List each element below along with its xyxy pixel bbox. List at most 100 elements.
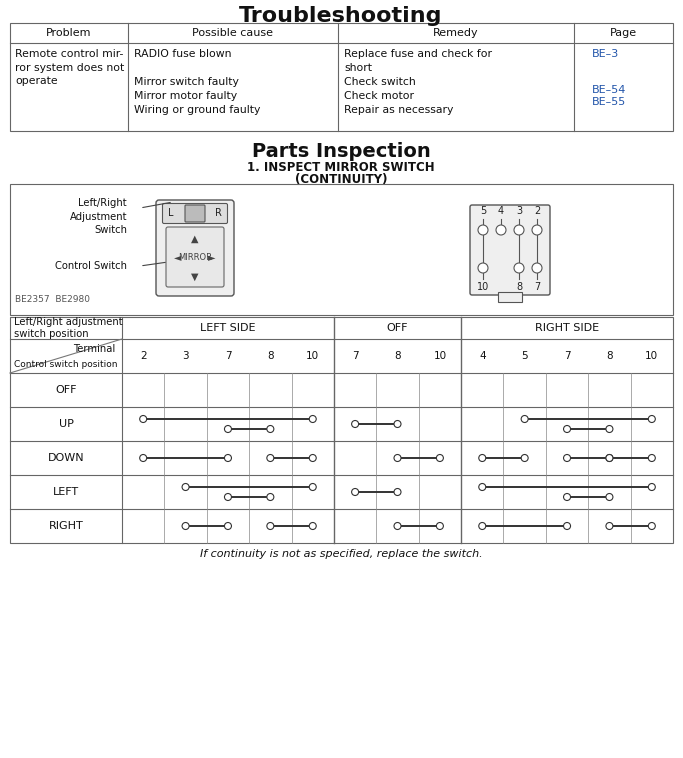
Text: 10: 10 <box>477 282 489 292</box>
Text: 5: 5 <box>480 206 486 216</box>
Circle shape <box>309 522 316 530</box>
Text: BE–55: BE–55 <box>592 97 626 107</box>
Circle shape <box>309 484 316 490</box>
Text: DOWN: DOWN <box>48 453 84 463</box>
Circle shape <box>394 455 401 462</box>
Text: Possible cause: Possible cause <box>193 28 273 38</box>
Text: (CONTINUITY): (CONTINUITY) <box>295 173 387 186</box>
Circle shape <box>648 484 655 490</box>
Text: 8: 8 <box>516 282 522 292</box>
Text: Left/Right
Adjustment
Switch: Left/Right Adjustment Switch <box>70 198 127 235</box>
Circle shape <box>521 455 528 462</box>
FancyBboxPatch shape <box>470 205 550 295</box>
Text: 3: 3 <box>516 206 522 216</box>
Text: Remote control mir-
ror system does not
operate: Remote control mir- ror system does not … <box>15 49 124 86</box>
FancyBboxPatch shape <box>166 227 224 287</box>
Text: 8: 8 <box>267 351 274 361</box>
Circle shape <box>394 421 401 428</box>
Circle shape <box>479 522 486 530</box>
Circle shape <box>606 455 613 462</box>
Circle shape <box>182 522 189 530</box>
Circle shape <box>521 415 528 422</box>
Text: 8: 8 <box>394 351 401 361</box>
Text: 10: 10 <box>433 351 447 361</box>
Text: Parts Inspection: Parts Inspection <box>251 142 430 161</box>
Text: Left/Right adjustment
switch position: Left/Right adjustment switch position <box>14 317 123 340</box>
Circle shape <box>140 455 147 462</box>
Text: ▲: ▲ <box>191 234 199 244</box>
Text: 7: 7 <box>352 351 359 361</box>
Circle shape <box>606 455 613 462</box>
Text: L: L <box>168 208 173 218</box>
Circle shape <box>563 493 570 500</box>
Text: UP: UP <box>59 419 74 429</box>
Text: 10: 10 <box>306 351 319 361</box>
Text: R: R <box>215 208 222 218</box>
Text: 8: 8 <box>606 351 613 361</box>
Circle shape <box>648 455 655 462</box>
Circle shape <box>479 484 486 490</box>
Circle shape <box>436 522 443 530</box>
Circle shape <box>478 263 488 273</box>
Circle shape <box>478 225 488 235</box>
Text: 3: 3 <box>182 351 189 361</box>
Circle shape <box>563 455 570 462</box>
Text: 2: 2 <box>534 206 540 216</box>
Circle shape <box>267 522 274 530</box>
Bar <box>10 23 673 131</box>
Text: ►: ► <box>208 252 216 262</box>
Text: 7: 7 <box>563 351 570 361</box>
Text: Remedy: Remedy <box>433 28 479 38</box>
Text: BE2357  BE2980: BE2357 BE2980 <box>15 295 90 304</box>
Circle shape <box>563 522 570 530</box>
Text: OFF: OFF <box>387 323 408 333</box>
Circle shape <box>267 455 274 462</box>
Circle shape <box>394 488 401 496</box>
Text: 4: 4 <box>479 351 486 361</box>
Bar <box>10 184 673 315</box>
Circle shape <box>225 522 232 530</box>
Text: ◄: ◄ <box>174 252 182 262</box>
Circle shape <box>648 522 655 530</box>
Text: 1. INSPECT MIRROR SWITCH: 1. INSPECT MIRROR SWITCH <box>247 161 435 174</box>
Circle shape <box>267 425 274 433</box>
Text: ▼: ▼ <box>191 272 199 282</box>
FancyBboxPatch shape <box>163 203 227 224</box>
Text: 4: 4 <box>498 206 504 216</box>
Text: 5: 5 <box>521 351 528 361</box>
Text: 7: 7 <box>534 282 540 292</box>
Text: Troubleshooting: Troubleshooting <box>239 6 443 26</box>
Circle shape <box>225 493 232 500</box>
Circle shape <box>309 415 316 422</box>
Text: Page: Page <box>610 28 637 38</box>
Text: OFF: OFF <box>55 385 76 395</box>
Circle shape <box>182 484 189 490</box>
Circle shape <box>394 522 401 530</box>
Circle shape <box>514 225 524 235</box>
Text: 7: 7 <box>225 351 232 361</box>
Circle shape <box>225 455 232 462</box>
Circle shape <box>606 425 613 433</box>
Bar <box>498 292 522 302</box>
Text: RIGHT SIDE: RIGHT SIDE <box>535 323 599 333</box>
Circle shape <box>514 263 524 273</box>
Text: RIGHT: RIGHT <box>48 521 83 531</box>
Circle shape <box>267 493 274 500</box>
Text: BE–54: BE–54 <box>592 85 626 95</box>
Text: 10: 10 <box>645 351 658 361</box>
Text: 2: 2 <box>140 351 147 361</box>
Text: Control Switch: Control Switch <box>55 261 127 271</box>
Text: Replace fuse and check for
short
Check switch
Check motor
Repair as necessary: Replace fuse and check for short Check s… <box>344 49 492 115</box>
Circle shape <box>532 263 542 273</box>
Circle shape <box>225 425 232 433</box>
Text: BE–3: BE–3 <box>592 49 619 59</box>
Text: LEFT SIDE: LEFT SIDE <box>200 323 255 333</box>
Circle shape <box>496 225 506 235</box>
Text: LEFT: LEFT <box>53 487 79 497</box>
Circle shape <box>563 425 570 433</box>
Text: MIRROR: MIRROR <box>178 252 212 262</box>
FancyBboxPatch shape <box>156 200 234 296</box>
Circle shape <box>309 455 316 462</box>
Bar <box>10 317 673 543</box>
Circle shape <box>436 455 443 462</box>
